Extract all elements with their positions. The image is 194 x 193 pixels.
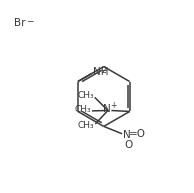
Text: =O: =O [129,129,146,139]
Text: −: − [26,16,34,25]
Text: N: N [123,130,131,140]
Text: N: N [103,104,111,113]
Text: CH₃: CH₃ [77,91,94,100]
Text: CH₃: CH₃ [78,121,94,130]
Text: Br: Br [14,18,25,28]
Text: +: + [110,101,117,110]
Text: CH₃: CH₃ [74,105,91,114]
Text: NH: NH [93,67,108,77]
Text: 2: 2 [102,66,106,75]
Text: O: O [124,140,133,150]
